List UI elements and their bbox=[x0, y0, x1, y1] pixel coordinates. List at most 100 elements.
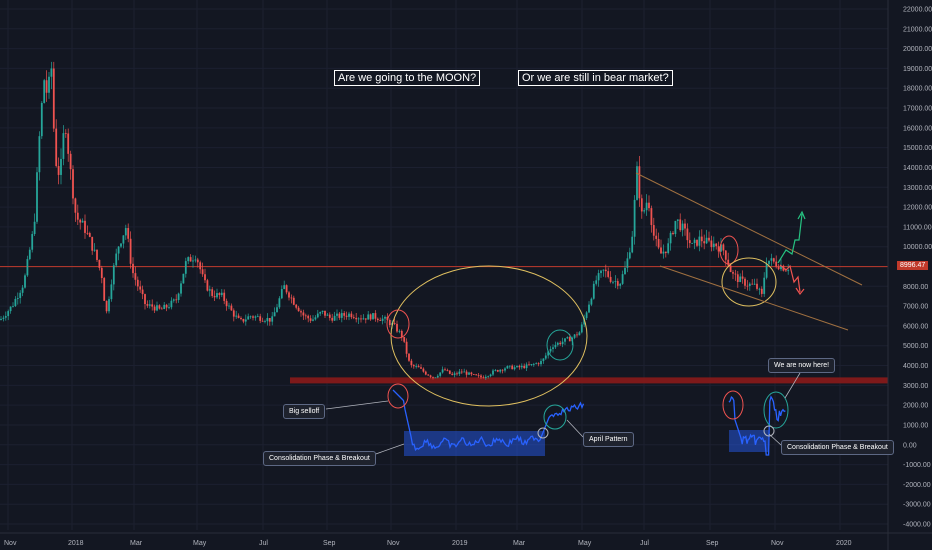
candle-body bbox=[698, 236, 701, 246]
candle-body bbox=[216, 293, 218, 298]
candle-body bbox=[398, 330, 401, 332]
candle-body bbox=[760, 288, 763, 294]
big-selloff-callout: Big selloff bbox=[283, 404, 326, 419]
candle-body bbox=[422, 368, 425, 372]
consolidation-box-right bbox=[729, 430, 769, 452]
candle-body bbox=[225, 300, 228, 307]
candle-body bbox=[177, 293, 180, 301]
candle-body bbox=[204, 274, 206, 281]
bullish-scenario-path bbox=[777, 213, 803, 264]
price-axis[interactable]: 22000.00 21000.00 20000.00 19000.00 18000.00… bbox=[887, 0, 932, 550]
candle-body bbox=[482, 377, 485, 379]
candle-body bbox=[2, 317, 5, 319]
y-tick-label: 21000.00 bbox=[903, 26, 932, 33]
candle-body bbox=[739, 276, 742, 283]
moon-question-banner: Are we going to the MOON? bbox=[334, 70, 481, 86]
candle-body bbox=[528, 364, 530, 366]
candle-body bbox=[220, 292, 223, 296]
candle-body bbox=[379, 320, 382, 321]
candle-body bbox=[621, 274, 624, 284]
candle-body bbox=[208, 289, 211, 291]
candle-body bbox=[324, 310, 326, 316]
candle-body bbox=[429, 375, 432, 377]
candle-body bbox=[736, 274, 739, 283]
y-tick-label: -4000.00 bbox=[903, 522, 931, 529]
candle-body bbox=[516, 365, 518, 368]
candle-body bbox=[180, 283, 182, 294]
overlay-marker-left bbox=[537, 427, 549, 439]
candle-body bbox=[576, 334, 578, 336]
candle-body bbox=[93, 249, 96, 251]
candle-body bbox=[669, 232, 672, 244]
recent-ellipse bbox=[721, 257, 777, 307]
candle-body bbox=[396, 323, 398, 332]
candle-body bbox=[331, 317, 334, 321]
y-tick-label: 2000.00 bbox=[903, 403, 928, 410]
candle-body bbox=[165, 304, 168, 308]
candle-body bbox=[672, 232, 674, 234]
candle-body bbox=[74, 198, 77, 213]
candle-body bbox=[86, 232, 89, 234]
candle-body bbox=[708, 237, 710, 241]
candle-body bbox=[710, 240, 713, 248]
y-tick-label: 18000.00 bbox=[903, 86, 932, 93]
candle-body bbox=[110, 284, 113, 300]
candle-body bbox=[259, 316, 262, 321]
x-tick-label: Mar bbox=[513, 540, 526, 547]
candle-body bbox=[168, 307, 170, 309]
candle-body bbox=[436, 375, 439, 378]
x-tick-label: Nov bbox=[4, 540, 17, 547]
candle-body bbox=[645, 202, 648, 211]
candle-body bbox=[480, 375, 482, 378]
candle-body bbox=[520, 365, 523, 368]
candle-body bbox=[268, 317, 271, 322]
candle-body bbox=[367, 314, 370, 320]
candle-body bbox=[72, 169, 74, 199]
candle-body bbox=[477, 375, 480, 377]
candle-body bbox=[88, 233, 91, 237]
y-tick-label: 20000.00 bbox=[903, 46, 932, 53]
candle-body bbox=[223, 292, 226, 301]
candle-body bbox=[585, 312, 588, 319]
y-tick-label: 16000.00 bbox=[903, 125, 932, 132]
candle-body bbox=[777, 266, 780, 270]
bear-question-banner: Or we are still in bear market? bbox=[518, 70, 673, 86]
candle-body bbox=[559, 342, 562, 345]
candle-body bbox=[316, 313, 319, 318]
x-tick-label: Jul bbox=[259, 540, 268, 547]
candle-body bbox=[62, 133, 65, 159]
candle-body bbox=[218, 293, 221, 296]
candle-body bbox=[535, 363, 538, 365]
time-axis[interactable]: Nov 2018 Mar May Jul Sep Nov 2019 Mar May Jul Sep No… bbox=[0, 532, 932, 547]
candle-body bbox=[691, 243, 694, 244]
candle-body bbox=[441, 369, 444, 373]
candle-body bbox=[170, 300, 173, 308]
candle-body bbox=[523, 365, 526, 369]
candle-body bbox=[144, 294, 146, 305]
candle-body bbox=[703, 241, 706, 244]
candle-body bbox=[626, 258, 629, 268]
candle-body bbox=[573, 334, 576, 338]
candle-body bbox=[420, 367, 422, 369]
candle-body bbox=[561, 341, 564, 345]
candle-body bbox=[388, 319, 391, 326]
y-tick-label: 6000.00 bbox=[903, 323, 928, 330]
candle-body bbox=[648, 202, 650, 209]
recent-selloff-circle bbox=[719, 235, 739, 265]
candle-body bbox=[501, 369, 504, 371]
candle-body bbox=[722, 244, 725, 251]
y-tick-label: 17000.00 bbox=[903, 106, 932, 113]
candle-body bbox=[768, 260, 770, 264]
pattern-overlays bbox=[392, 389, 786, 456]
candle-body bbox=[424, 371, 427, 375]
candle-body bbox=[228, 305, 230, 307]
y-tick-label: 22000.00 bbox=[903, 7, 932, 14]
candle-body bbox=[405, 341, 408, 354]
candle-body bbox=[156, 305, 158, 311]
candle-body bbox=[348, 313, 350, 317]
candle-body bbox=[112, 265, 115, 285]
candle-body bbox=[374, 313, 377, 319]
candle-body bbox=[604, 269, 607, 272]
candle-body bbox=[770, 258, 773, 261]
